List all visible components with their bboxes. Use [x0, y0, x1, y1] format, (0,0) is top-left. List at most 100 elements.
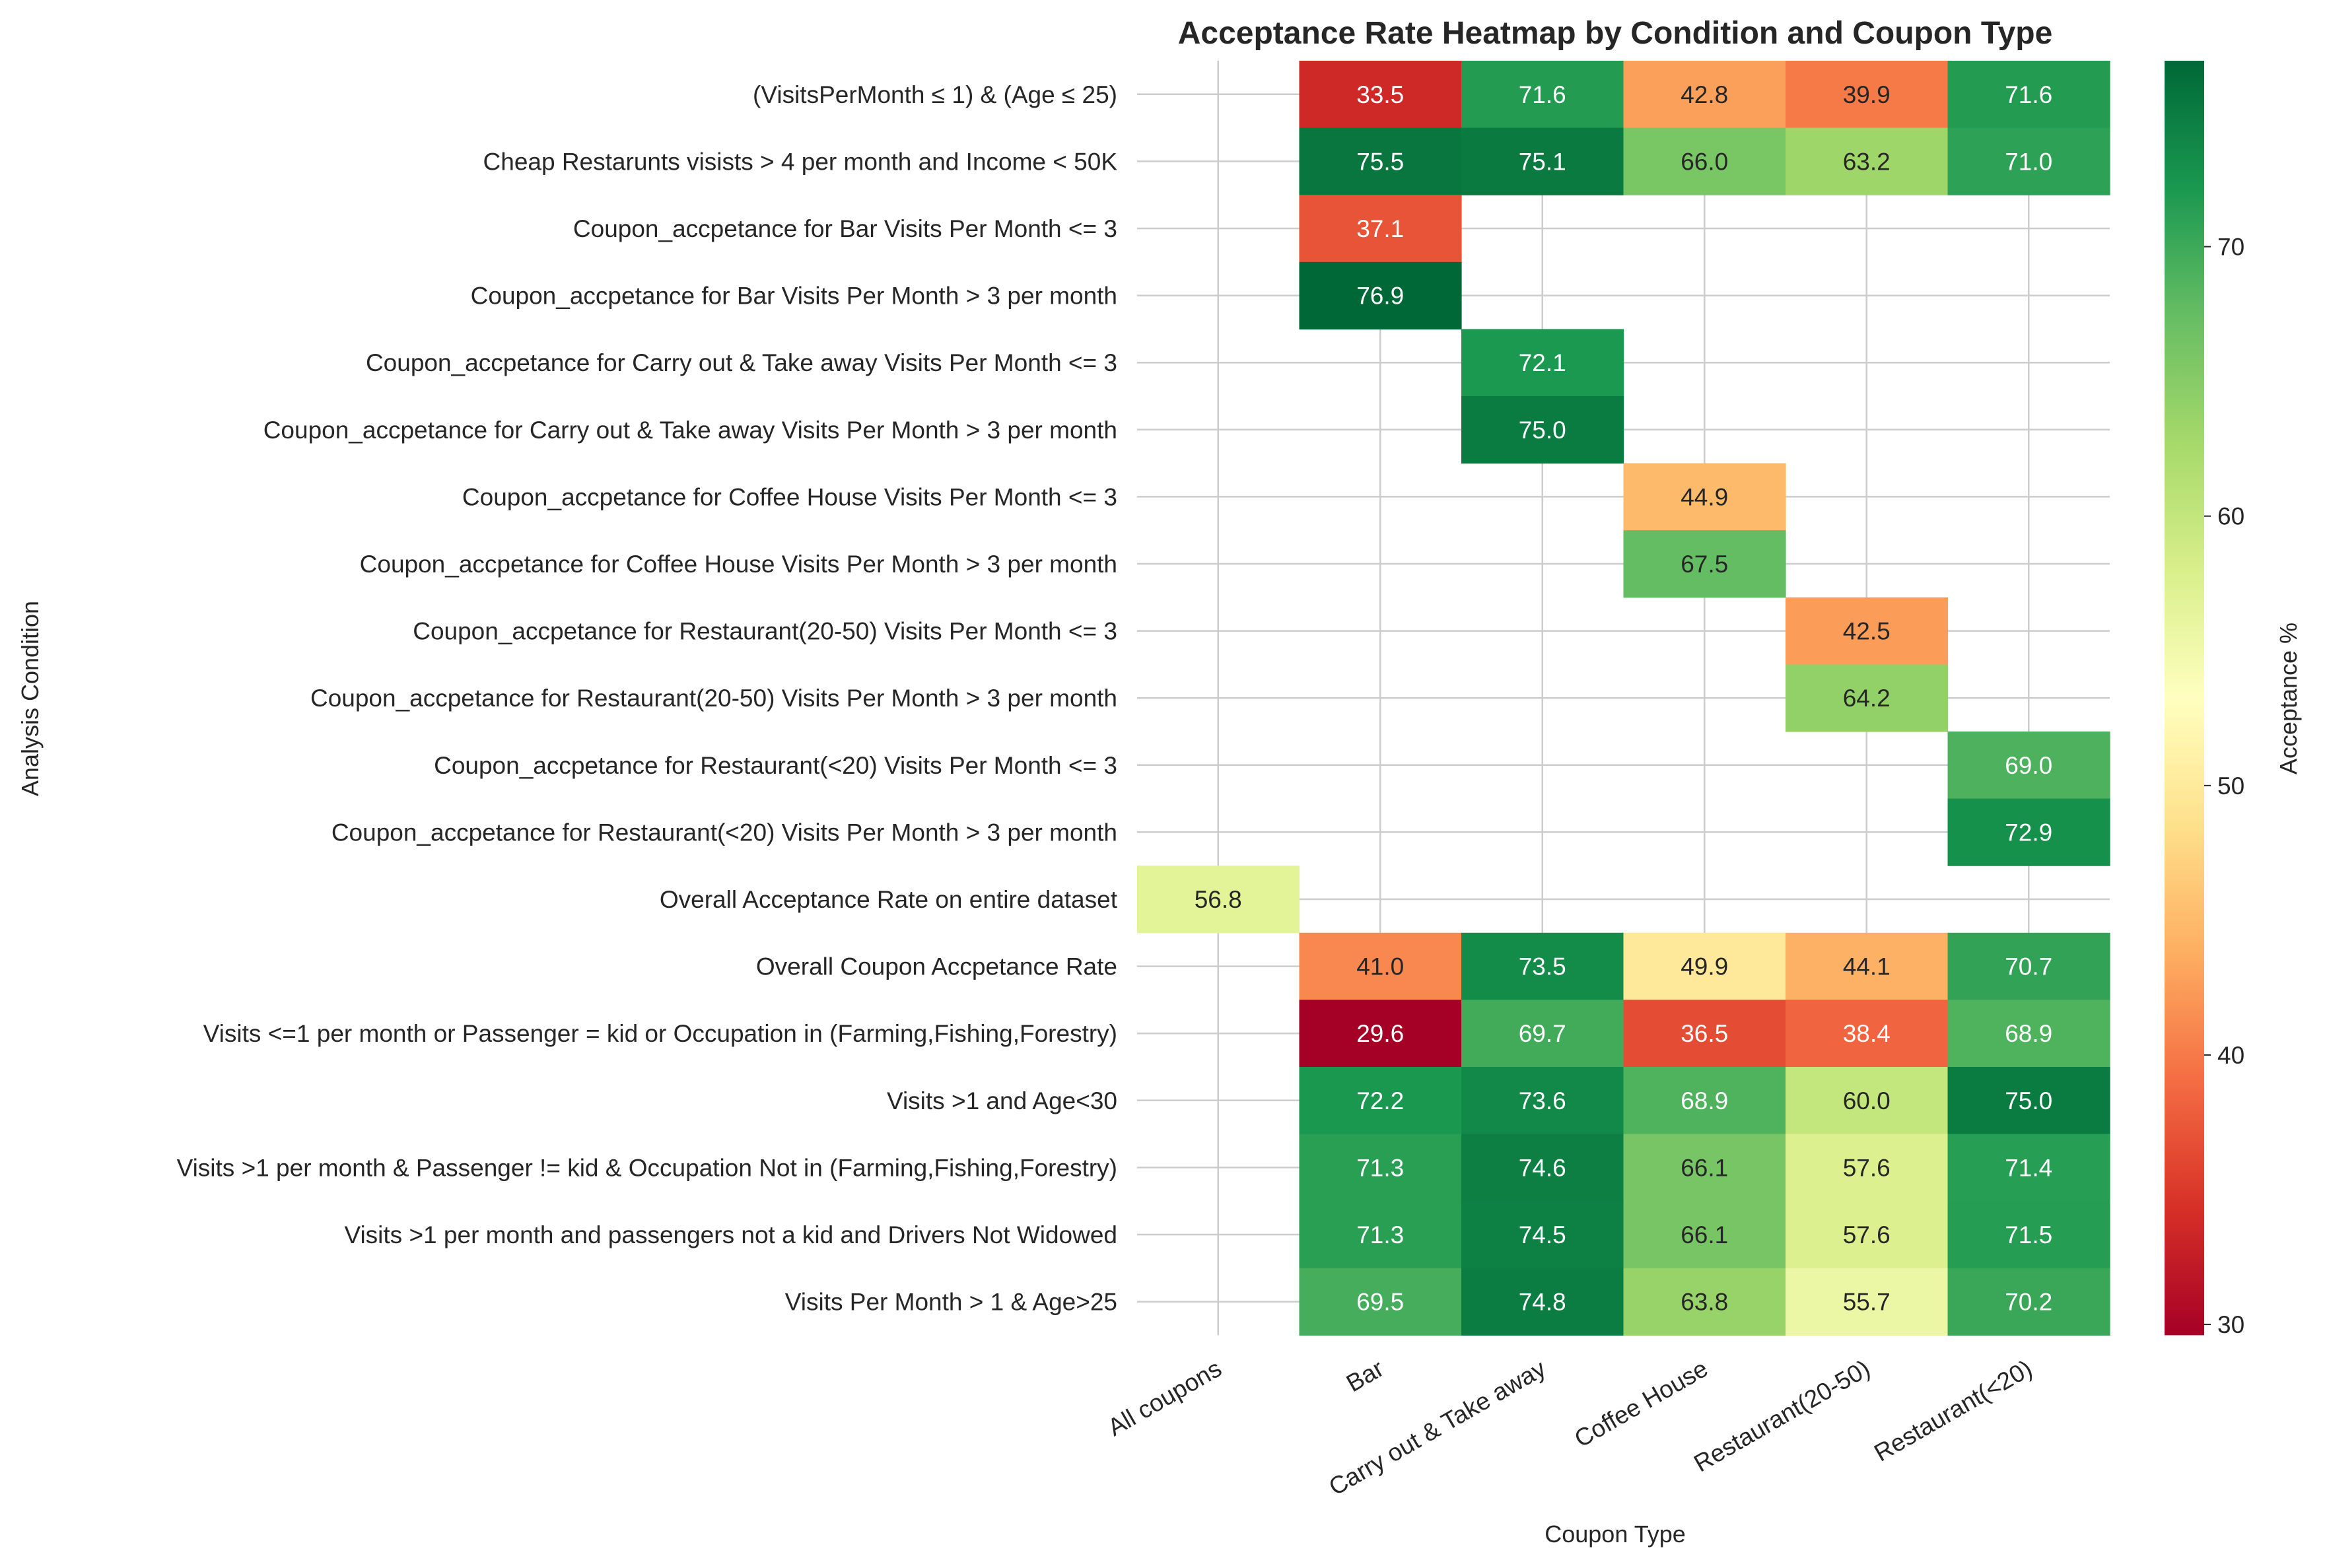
row-label: Coupon_accpetance for Carry out & Take a…: [263, 417, 1117, 444]
cell-value-label: 70.2: [2005, 1289, 2052, 1316]
cell-value-label: 57.6: [1843, 1221, 1891, 1248]
heatmap-cell: [1623, 463, 1786, 531]
y-axis-label: Analysis Condition: [17, 601, 44, 796]
row-labels: (VisitsPerMonth ≤ 1) & (Age ≤ 25) Cheap R…: [177, 81, 1118, 1316]
heatmap-cell: [1947, 1134, 2110, 1202]
colorbar-label: Acceptance %: [2275, 623, 2302, 774]
cell-value-label: 71.5: [2005, 1221, 2052, 1248]
cell-value-label: 75.0: [1519, 417, 1566, 444]
heatmap-cell: [1623, 127, 1786, 195]
heatmap-cell: [1461, 396, 1624, 464]
heatmap-cell: [1786, 1201, 1949, 1269]
cell-value-label: 71.4: [2005, 1154, 2052, 1181]
cell-value-label: 44.1: [1843, 953, 1891, 980]
cell-value-label: 66.0: [1681, 148, 1728, 175]
x-axis-label: Coupon Type: [1545, 1520, 1686, 1548]
heatmap-cell: [1623, 1201, 1786, 1269]
cell-value-label: 72.1: [1519, 349, 1566, 376]
heatmap-cell: [1299, 261, 1462, 329]
cell-value-label: 49.9: [1681, 953, 1728, 980]
colorbar-tick-label: 40: [2217, 1042, 2244, 1069]
cell-value-label: 71.0: [2005, 148, 2052, 175]
heatmap-cell: [1947, 732, 2110, 800]
heatmap-cell: [1947, 1201, 2110, 1269]
row-label: Visits <=1 per month or Passenger = kid …: [203, 1020, 1117, 1047]
cell-value-label: 73.5: [1519, 953, 1566, 980]
heatmap-cell: [1947, 798, 2110, 866]
heatmap-cell: [1299, 1268, 1462, 1336]
heatmap-cell: [1461, 932, 1624, 1000]
cell-value-label: 33.5: [1356, 81, 1404, 108]
cell-value-label: 64.2: [1843, 685, 1891, 712]
heatmap-cell: [1786, 1268, 1949, 1336]
cell-value-label: 42.8: [1681, 81, 1728, 108]
column-label: Restaurant(<20): [1869, 1355, 2036, 1467]
heatmap-cell: [1786, 597, 1949, 665]
heatmap-cell: [1461, 1067, 1624, 1135]
colorbar-tick-label: 70: [2217, 234, 2244, 261]
cell-value-label: 39.9: [1843, 81, 1891, 108]
cell-value-label: 41.0: [1356, 953, 1404, 980]
cell-value-label: 68.9: [2005, 1020, 2052, 1047]
colorbar-gradient: [2165, 61, 2204, 1336]
heatmap-cell: [1623, 61, 1786, 129]
row-label: Cheap Restarunts visists > 4 per month a…: [483, 148, 1118, 175]
row-label: (VisitsPerMonth ≤ 1) & (Age ≤ 25): [753, 81, 1117, 108]
heatmap-cell: [1299, 932, 1462, 1000]
heatmap-cell: [1623, 1067, 1786, 1135]
row-label: Visits >1 and Age<30: [887, 1087, 1117, 1114]
heatmap-cell: [1299, 61, 1462, 129]
cell-value-label: 71.6: [1519, 81, 1566, 108]
heatmap-cell: [1299, 1067, 1462, 1135]
heatmap-cell: [1461, 1000, 1624, 1068]
heatmap-cell: [1461, 61, 1624, 129]
column-label: Restaurant(20-50): [1689, 1355, 1875, 1478]
heatmap-cell: [1623, 932, 1786, 1000]
cell-value-label: 69.7: [1519, 1020, 1566, 1047]
heatmap-cell: [1299, 1000, 1462, 1068]
cell-value-label: 44.9: [1681, 483, 1728, 510]
colorbar-tick-label: 50: [2217, 772, 2244, 800]
heatmap-cell: [1947, 1000, 2110, 1068]
cell-value-label: 63.2: [1843, 148, 1891, 175]
heatmap-cell: [1461, 1134, 1624, 1202]
cell-value-label: 70.7: [2005, 953, 2052, 980]
heatmap-cell: [1461, 127, 1624, 195]
heatmap-cell: [1299, 1134, 1462, 1202]
cell-value-label: 69.5: [1356, 1289, 1404, 1316]
cell-value-label: 63.8: [1681, 1289, 1728, 1316]
cell-value-label: 75.0: [2005, 1087, 2052, 1114]
colorbar-tick-label: 30: [2217, 1311, 2244, 1338]
row-label: Coupon_accpetance for Bar Visits Per Mon…: [573, 215, 1117, 242]
row-label: Coupon_accpetance for Restaurant(20-50) …: [310, 685, 1117, 712]
heatmap-cell: [1947, 61, 2110, 129]
colorbar-tick-label: 60: [2217, 503, 2244, 530]
heatmap-cell: [1947, 932, 2110, 1000]
chart-title: Acceptance Rate Heatmap by Condition and…: [1178, 16, 2053, 51]
heatmap-cell: [1461, 329, 1624, 397]
row-label: Visits >1 per month and passengers not a…: [344, 1221, 1117, 1248]
row-label: Overall Coupon Accpetance Rate: [756, 953, 1117, 980]
heatmap-cell: [1947, 127, 2110, 195]
row-label: Coupon_accpetance for Coffee House Visit…: [462, 483, 1117, 510]
heatmap-cell: [1623, 1268, 1786, 1336]
cell-value-label: 56.8: [1195, 886, 1242, 913]
heatmap-cell: [1299, 1201, 1462, 1269]
heatmap-cell: [1786, 61, 1949, 129]
heatmap-cell: [1786, 127, 1949, 195]
heatmap-cell: [1299, 127, 1462, 195]
row-label: Visits Per Month > 1 & Age>25: [785, 1289, 1117, 1316]
row-label: Coupon_accpetance for Carry out & Take a…: [366, 349, 1117, 376]
cell-value-label: 74.5: [1519, 1221, 1566, 1248]
cell-value-label: 74.8: [1519, 1289, 1566, 1316]
cell-value-label: 42.5: [1843, 618, 1891, 645]
row-label: Overall Acceptance Rate on entire datase…: [660, 886, 1118, 913]
colorbar: 30 40 50 60 70: [2165, 61, 2244, 1338]
heatmap-cell: [1786, 664, 1949, 732]
row-label: Coupon_accpetance for Restaurant(20-50) …: [413, 618, 1117, 645]
row-label: Visits >1 per month & Passenger != kid &…: [177, 1154, 1117, 1181]
cell-value-label: 69.0: [2005, 752, 2052, 779]
